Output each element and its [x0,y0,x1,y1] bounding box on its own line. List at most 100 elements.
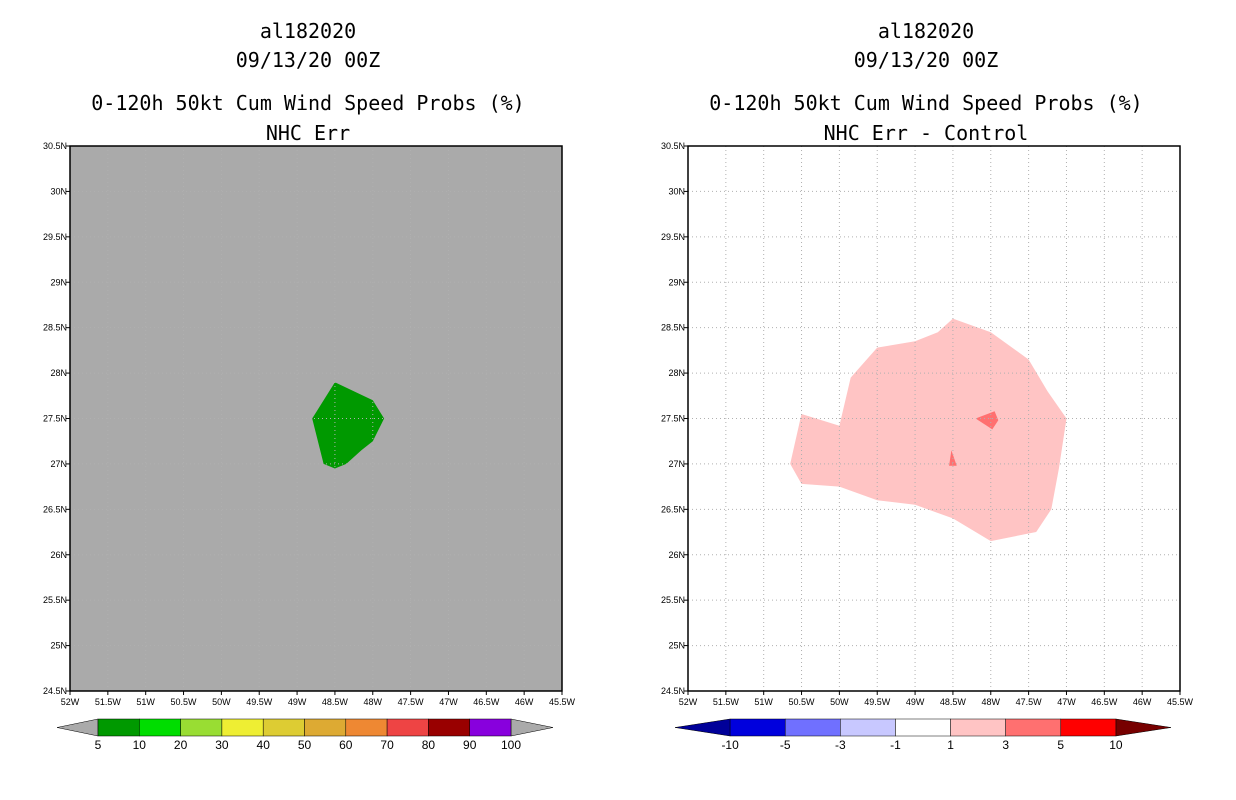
colorbar-swatch [97,718,140,737]
chart-panel-2: al182020 09/13/20 00Z 0-120h 50kt Cum Wind… [661,19,1194,752]
x-tick-label: 47.5W [398,697,425,707]
x-tick-label: 47W [439,697,458,707]
chart-title-line-2: 09/13/20 00Z [236,48,381,72]
x-tick-label: 52W [679,697,698,707]
y-tick-label: 26N [50,550,67,560]
colorbar-swatch [180,718,223,737]
colorbar-label: -5 [780,738,791,752]
x-tick-label: 48.5W [940,697,967,707]
chart-panel-1: al182020 09/13/20 00Z 0-120h 50kt Cum Wind… [43,19,576,752]
colorbar-low-arrow [674,718,731,737]
chart-title-line-4: NHC Err [266,121,350,145]
y-tick-label: 26N [668,550,685,560]
y-tick-label: 27N [50,459,67,469]
colorbar-label: 100 [501,738,521,752]
chart-title-line-3: 0-120h 50kt Cum Wind Speed Probs (%) [91,91,524,115]
y-tick-label: 25N [668,641,685,651]
colorbar-swatch [1005,718,1062,737]
x-tick-label: 49W [906,697,925,707]
x-tick-label: 46.5W [473,697,500,707]
x-tick-label: 45.5W [549,697,576,707]
y-tick-label: 27.5N [43,414,67,424]
chart-title-line-1: al182020 [878,19,974,43]
y-tick-label: 29.5N [661,232,685,242]
colorbar: 5 10 20 30 40 50 60 70 80 90 100 [56,718,554,752]
colorbar-swatch [221,718,264,737]
colorbar-swatch [840,718,896,737]
x-tick-label: 46.5W [1091,697,1118,707]
x-tick-label: 48W [982,697,1001,707]
colorbar-swatch [784,718,841,737]
colorbar-label: 70 [380,738,394,752]
x-tick-label: 47W [1057,697,1076,707]
y-tick-label: 24.5N [661,686,685,696]
chart-title-line-1: al182020 [260,19,356,43]
chart-title-line-4: NHC Err - Control [824,121,1029,145]
colorbar-swatch [345,718,388,737]
colorbar-label: 3 [1002,738,1009,752]
colorbar-label: 90 [463,738,477,752]
colorbar-label: 20 [174,738,188,752]
y-tick-label: 30N [668,186,685,196]
x-tick-label: 47.5W [1016,697,1043,707]
colorbar-low-arrow [56,718,99,737]
colorbar-label: -10 [721,738,739,752]
x-tick-label: 51W [754,697,773,707]
y-tick-label: 25.5N [43,595,67,605]
colorbar-swatch [729,718,786,737]
x-tick-label: 51W [136,697,155,707]
y-tick-label: 30.5N [43,141,67,151]
colorbar-swatch [139,718,181,737]
y-tick-label: 29N [668,277,685,287]
x-tick-label: 52W [61,697,80,707]
y-tick-label: 28.5N [661,323,685,333]
y-tick-label: 29N [50,277,67,287]
y-tick-label: 27.5N [661,414,685,424]
colorbar-label: 10 [1109,738,1123,752]
x-tick-label: 51.5W [713,697,740,707]
x-tick-label: 46W [515,697,534,707]
y-tick-label: 25.5N [661,595,685,605]
colorbar: -10 -5 -3 -1 1 3 5 10 [674,718,1172,752]
x-tick-label: 50W [830,697,849,707]
colorbar-label: 60 [339,738,353,752]
y-tick-label: 26.5N [661,504,685,514]
colorbar-label: -3 [835,738,846,752]
colorbar-swatch [304,718,347,737]
colorbar-label: -1 [890,738,901,752]
colorbar-swatch [262,718,305,737]
x-tick-label: 49W [288,697,307,707]
colorbar-swatch [469,718,512,737]
colorbar-swatch [428,718,470,737]
colorbar-label: 10 [133,738,147,752]
x-tick-label: 51.5W [95,697,122,707]
y-tick-label: 26.5N [43,504,67,514]
colorbar-swatch [386,718,429,737]
colorbar-high-arrow [1115,718,1172,737]
x-tick-label: 48W [364,697,383,707]
x-tick-label: 48.5W [322,697,349,707]
colorbar-swatch [895,718,951,737]
colorbar-high-arrow [510,718,554,737]
chart-title-line-3: 0-120h 50kt Cum Wind Speed Probs (%) [709,91,1142,115]
contour-region-1-3-1 [790,318,1067,542]
colorbar-label: 5 [95,738,102,752]
x-tick-label: 50W [212,697,231,707]
y-tick-label: 28N [668,368,685,378]
x-tick-label: 46W [1133,697,1152,707]
x-tick-label: 50.5W [789,697,816,707]
y-tick-label: 30.5N [661,141,685,151]
y-tick-label: 27N [668,459,685,469]
colorbar-label: 80 [422,738,436,752]
colorbar-label: 5 [1057,738,1064,752]
x-tick-label: 49.5W [246,697,273,707]
y-tick-label: 30N [50,186,67,196]
colorbar-label: 40 [257,738,271,752]
y-tick-label: 28.5N [43,323,67,333]
colorbar-swatch [1060,718,1117,737]
colorbar-swatch [950,718,1006,737]
y-tick-label: 29.5N [43,232,67,242]
colorbar-label: 50 [298,738,312,752]
contour-region-3-5-2 [975,411,999,430]
